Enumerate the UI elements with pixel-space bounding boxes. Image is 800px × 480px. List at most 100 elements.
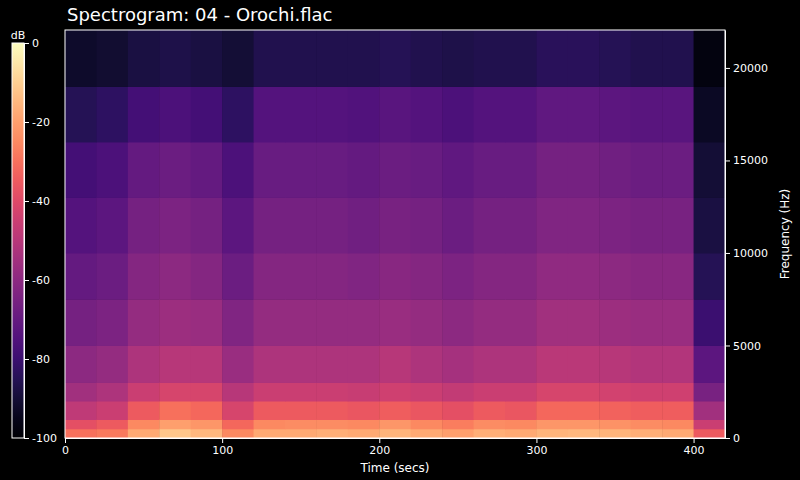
cell: [285, 30, 317, 87]
cell: [96, 299, 128, 346]
cell: [159, 429, 191, 438]
cell: [348, 419, 380, 429]
cell: [694, 382, 725, 401]
cell: [96, 30, 128, 87]
colorbar-axis: 0-20-40-60-80-100: [24, 37, 57, 445]
cell: [536, 197, 568, 253]
axis-line: [24, 44, 25, 439]
cell: [631, 142, 663, 198]
tick-label: 100: [212, 444, 233, 457]
cell: [599, 345, 631, 383]
cell: [662, 345, 694, 383]
cell: [65, 345, 97, 383]
cell: [254, 142, 286, 198]
cell: [568, 401, 600, 420]
cell: [128, 197, 160, 253]
cell: [474, 429, 506, 438]
cell: [285, 401, 317, 420]
cell: [379, 382, 411, 401]
cell: [694, 86, 725, 142]
cell: [128, 382, 160, 401]
cell: [65, 253, 97, 300]
cell: [65, 401, 97, 420]
cell: [411, 197, 443, 253]
cell: [631, 86, 663, 142]
cell: [474, 419, 506, 429]
cell: [568, 382, 600, 401]
cell: [536, 253, 568, 300]
tick: 20000: [725, 62, 768, 75]
cell: [222, 345, 254, 383]
cell: [222, 429, 254, 438]
cell: [316, 30, 348, 87]
cell: [348, 142, 380, 198]
cell: [222, 30, 254, 87]
cell: [442, 429, 474, 438]
tick: -100: [24, 432, 57, 445]
cell: [442, 401, 474, 420]
tick-mark: [24, 280, 29, 281]
cell: [191, 86, 223, 142]
cell: [505, 429, 537, 438]
cell: [316, 197, 348, 253]
cell: [348, 401, 380, 420]
cell: [316, 382, 348, 401]
cell: [694, 253, 725, 300]
cell: [505, 197, 537, 253]
cell: [411, 253, 443, 300]
cell: [631, 253, 663, 300]
tick: 0: [62, 438, 69, 457]
tick-label: 15000: [733, 154, 768, 167]
cell: [316, 86, 348, 142]
cell: [222, 253, 254, 300]
cell: [411, 401, 443, 420]
cell: [159, 419, 191, 429]
tick: 0: [24, 37, 39, 50]
colorbar-label: dB: [11, 29, 26, 42]
cell: [505, 419, 537, 429]
cell: [254, 30, 286, 87]
cell: [159, 142, 191, 198]
cell: [662, 401, 694, 420]
cell: [568, 86, 600, 142]
cell: [442, 197, 474, 253]
tick-mark: [725, 253, 730, 254]
cell: [128, 429, 160, 438]
cell: [65, 419, 97, 429]
cell: [662, 142, 694, 198]
cell: [505, 345, 537, 383]
cell: [65, 86, 97, 142]
tick-mark: [536, 438, 537, 443]
cell: [348, 299, 380, 346]
cell: [316, 429, 348, 438]
cell: [631, 299, 663, 346]
cell: [662, 197, 694, 253]
cell: [254, 197, 286, 253]
cell: [128, 253, 160, 300]
cell: [222, 142, 254, 198]
cell: [316, 299, 348, 346]
cell: [631, 429, 663, 438]
cell: [285, 382, 317, 401]
cell: [128, 142, 160, 198]
cell: [505, 30, 537, 87]
chart-container: 010020030040005000100001500020000Spectro…: [0, 0, 800, 480]
cell: [191, 253, 223, 300]
cell: [159, 253, 191, 300]
cell: [285, 429, 317, 438]
cell: [442, 86, 474, 142]
cell: [348, 197, 380, 253]
y-axis-label: Frequency (Hz): [778, 189, 792, 280]
cell: [159, 197, 191, 253]
cell: [694, 299, 725, 346]
cell: [96, 382, 128, 401]
cell: [505, 382, 537, 401]
cell: [379, 197, 411, 253]
cell: [159, 86, 191, 142]
cell: [379, 86, 411, 142]
tick: 100: [212, 438, 233, 457]
cell: [316, 419, 348, 429]
cell: [411, 30, 443, 87]
cell: [96, 345, 128, 383]
cell: [536, 382, 568, 401]
